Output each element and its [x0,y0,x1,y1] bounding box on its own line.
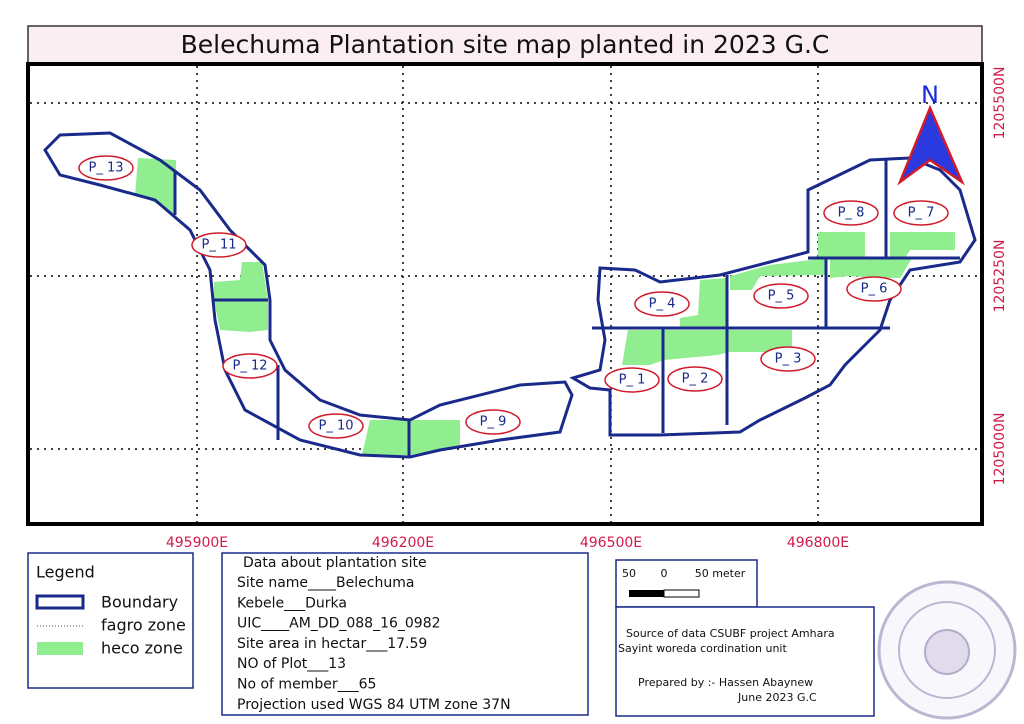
legend-title: Legend [36,563,95,582]
heco-patch [680,278,727,328]
y-coordinate: 1205500N [992,67,1008,140]
data-line: Site area in hectar___17.59 [237,636,427,652]
data-line: UIC____AM_DD_088_16_0982 [237,616,441,632]
scale-label: 0 [661,567,668,580]
heco-patch [214,262,268,332]
plot-marker [308,413,364,439]
plot-label: P_ 8 [838,206,865,221]
heco-patch [830,258,912,278]
legend-symbol-boundary [35,594,85,610]
plot-marker [823,200,879,226]
plot-marker [78,155,134,181]
plot-label: P_ 10 [318,419,353,434]
scale-label: 50 [622,567,636,580]
title-box [27,25,983,65]
plot-marker [465,409,521,435]
plot-label: P_ 6 [861,282,888,297]
plot-marker [222,353,278,379]
y-coordinate: 1205000N [992,413,1008,486]
north-arrow [897,104,965,186]
map-frame [26,62,984,526]
prepared-by: Prepared by :- Hassen Abaynew [638,676,813,689]
legend-box [27,552,194,689]
boundary-east [569,156,977,437]
legend-item: fagro zone [101,616,186,635]
north-label: N [921,81,939,109]
source-text: Source of data CSUBF project Amhara [626,627,835,640]
plot-label: P_ 13 [88,161,123,176]
heco-patch [135,158,176,215]
plot-labels: P_ 1 P_ 2 P_ 3 P_ 4 P_ 5 P_ 6 P_ 7 P_ 8 P_ 9 P_ 1… [78,155,949,439]
map-title: Belechuma Plantation site map planted in… [181,30,830,59]
plot-marker [760,346,816,372]
heco-patch [818,232,865,258]
plot-marker [846,276,902,302]
scale-box [615,559,758,608]
stamp-center [924,629,970,675]
data-lines: Site name____Belechuma Kebele___Durka UIC_… [237,575,511,713]
y-coordinate: 1205250N [992,240,1008,313]
boundaries [43,131,977,459]
plot-marker [604,367,660,393]
stamp [877,580,1017,720]
source-text: Sayint woreda cordination unit [618,642,787,655]
scale-label: 50 meter [695,567,746,580]
plot-label: P_ 3 [775,352,802,367]
data-line: Site name____Belechuma [237,575,414,591]
legend-symbol-heco [37,642,83,655]
plot-label: P_ 11 [201,238,236,253]
plot-label: P_ 7 [908,206,935,221]
data-line: Kebele___Durka [237,595,347,611]
plot-label: P_ 4 [649,297,676,312]
plot-divisions [173,160,960,456]
coordinate-labels: 495900E 496200E 496500E 496800E 1205500N 1205… [166,67,1008,551]
x-coordinate: 496800E [787,535,849,551]
plot-marker [893,200,949,226]
heco-patch [890,232,955,258]
plot-label: P_ 5 [768,289,795,304]
data-box [221,552,589,716]
heco-patch [730,258,826,290]
legend-item: heco zone [101,639,183,658]
plot-label: P_ 9 [480,415,507,430]
x-coordinate: 496500E [580,535,642,551]
plot-marker [753,283,809,309]
plot-label: P_ 12 [232,359,267,374]
data-box-title: Data about plantation site [243,555,427,571]
data-line: No of member___65 [237,677,376,693]
scale-segment [629,590,664,597]
plot-label: P_ 1 [619,373,646,388]
heco-patch [362,420,460,455]
legend-item: Boundary [101,593,178,612]
plot-marker [191,232,247,258]
x-coordinate: 495900E [166,535,228,551]
data-line: Projection used WGS 84 UTM zone 37N [237,697,511,713]
stamp-ring [898,601,996,699]
scale-segment [663,589,700,598]
plot-label: P_ 2 [682,372,709,387]
plot-marker [634,291,690,317]
source-box [615,606,875,717]
x-coordinate: 496200E [372,535,434,551]
data-line: NO of Plot___13 [237,656,346,672]
prepared-date: June 2023 G.C [737,691,817,704]
plot-marker [667,366,723,392]
